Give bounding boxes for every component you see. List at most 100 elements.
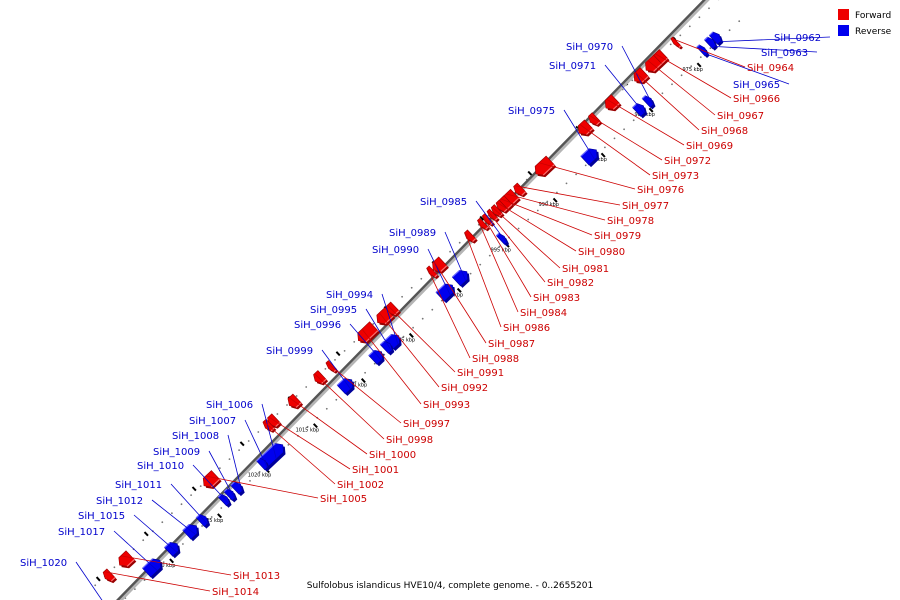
gene-label-sih-0972[interactable]: SiH_0972 — [664, 156, 711, 167]
gene-label-leader — [500, 198, 593, 236]
gene-label-sih-1002[interactable]: SiH_1002 — [337, 480, 384, 491]
gene-arrow-highlight — [580, 148, 590, 157]
gene-arrow-highlight — [295, 402, 302, 408]
minor-tick-dot — [353, 341, 356, 343]
gene-label-sih-1000[interactable]: SiH_1000 — [369, 450, 416, 461]
minor-tick-dot — [631, 79, 634, 82]
minor-tick-dot — [190, 494, 193, 496]
gene-label-sih-1015[interactable]: SiH_1015 — [78, 511, 125, 522]
tick-label: 1025 kbp — [200, 518, 224, 524]
gene-arrow-highlight — [211, 478, 221, 488]
gene-label-sih-0999[interactable]: SiH_0999 — [266, 346, 313, 357]
gene-label-sih-0996[interactable]: SiH_0996 — [294, 320, 341, 331]
gene-label-sih-0977[interactable]: SiH_0977 — [622, 201, 669, 212]
minor-tick-dot — [295, 395, 298, 397]
gene-label-sih-0971[interactable]: SiH_0971 — [549, 61, 596, 72]
gene-label-sih-0978[interactable]: SiH_0978 — [607, 216, 654, 227]
minor-tick-dot — [142, 539, 145, 542]
gene-label-leader — [621, 45, 654, 106]
gene-label-sih-0995[interactable]: SiH_0995 — [310, 305, 357, 316]
gene-label-sih-0993[interactable]: SiH_0993 — [423, 400, 470, 411]
gene-label-sih-0985[interactable]: SiH_0985 — [420, 197, 467, 208]
minor-tick-dot — [623, 128, 625, 131]
gene-label-sih-1013[interactable]: SiH_1013 — [233, 571, 280, 582]
gene-label-sih-0964[interactable]: SiH_0964 — [747, 63, 794, 74]
gene-label-sih-1017[interactable]: SiH_1017 — [58, 527, 105, 538]
gene-label-sih-0969[interactable]: SiH_0969 — [686, 141, 733, 152]
gene-label-sih-0984[interactable]: SiH_0984 — [520, 308, 567, 319]
gene-label-sih-0994[interactable]: SiH_0994 — [326, 290, 373, 301]
major-tick — [600, 152, 606, 158]
gene-label-sih-1001[interactable]: SiH_1001 — [352, 465, 399, 476]
gene-label-sih-0983[interactable]: SiH_0983 — [533, 293, 580, 304]
minor-tick-dot — [449, 250, 451, 253]
minor-tick-dot — [305, 386, 308, 388]
minor-tick-dot — [517, 227, 520, 230]
tick-label: 1015 kbp — [296, 428, 320, 434]
gene-label-sih-0988[interactable]: SiH_0988 — [472, 354, 519, 365]
gene-label-sih-0979[interactable]: SiH_0979 — [594, 231, 641, 242]
gene-label-sih-0986[interactable]: SiH_0986 — [503, 323, 550, 334]
gene-label-sih-1012[interactable]: SiH_1012 — [96, 496, 143, 507]
tick-label: 1005 kbp — [392, 338, 416, 344]
gene-label-sih-0965[interactable]: SiH_0965 — [733, 80, 780, 91]
gene-label-sih-0992[interactable]: SiH_0992 — [441, 383, 488, 394]
gene-arrow-highlight — [142, 558, 153, 569]
gene-arrow-highlight — [257, 443, 276, 461]
gene-label-sih-0975[interactable]: SiH_0975 — [508, 106, 555, 117]
gene-label-sih-0968[interactable]: SiH_0968 — [701, 126, 748, 137]
gene-label-sih-0967[interactable]: SiH_0967 — [717, 111, 764, 122]
gene-label-sih-0991[interactable]: SiH_0991 — [457, 368, 504, 379]
minor-tick-dot — [249, 480, 251, 482]
minor-tick-dot — [699, 56, 702, 59]
minor-tick-dot — [584, 164, 587, 167]
minor-tick-dot — [210, 516, 213, 518]
gene-label-sih-1011[interactable]: SiH_1011 — [115, 480, 162, 491]
gene-label-sih-1014[interactable]: SiH_1014 — [212, 587, 259, 598]
gene-label-sih-1009[interactable]: SiH_1009 — [153, 447, 200, 458]
gene-label-leader — [113, 530, 158, 571]
gene-label-sih-0997[interactable]: SiH_0997 — [403, 419, 450, 430]
gene-label-sih-0990[interactable]: SiH_0990 — [372, 245, 419, 256]
gene-label-sih-1008[interactable]: SiH_1008 — [172, 431, 219, 442]
gene-label-sih-0987[interactable]: SiH_0987 — [488, 339, 535, 350]
legend: Forward Reverse — [838, 9, 892, 37]
major-tick — [360, 378, 366, 384]
gene-label-sih-0966[interactable]: SiH_0966 — [733, 94, 780, 105]
gene-label-sih-1020[interactable]: SiH_1020 — [20, 558, 67, 569]
gene-label-leader — [654, 53, 732, 99]
gene-label-sih-0998[interactable]: SiH_0998 — [386, 435, 433, 446]
gene-arrow-highlight — [632, 103, 638, 109]
minor-tick-dot — [738, 20, 741, 23]
gene-label-leader — [487, 210, 546, 283]
gene-label-leader — [378, 312, 440, 388]
minor-tick-dot — [479, 263, 482, 266]
gene-label-sih-0982[interactable]: SiH_0982 — [547, 278, 594, 289]
major-tick — [479, 215, 485, 221]
minor-tick-dot — [286, 404, 288, 406]
gene-label-sih-0981[interactable]: SiH_0981 — [562, 264, 609, 275]
gene-arrow-highlight — [182, 524, 190, 531]
major-tick — [239, 441, 245, 447]
gene-label-sih-0976[interactable]: SiH_0976 — [637, 185, 684, 196]
major-tick — [456, 287, 462, 293]
gene-label-sih-0989[interactable]: SiH_0989 — [389, 228, 436, 239]
gene-label-leader — [103, 571, 211, 592]
gene-label-sih-1006[interactable]: SiH_1006 — [206, 400, 253, 411]
gene-label-leader — [604, 64, 645, 114]
gene-label-sih-0980[interactable]: SiH_0980 — [578, 247, 625, 258]
gene-label-sih-1005[interactable]: SiH_1005 — [320, 494, 367, 505]
gene-label-leader — [514, 185, 621, 206]
gene-label-sih-1007[interactable]: SiH_1007 — [189, 416, 236, 427]
gene-label-sih-1010[interactable]: SiH_1010 — [137, 461, 184, 472]
gene-arrow-highlight — [661, 57, 668, 65]
gene-label-sih-0962[interactable]: SiH_0962 — [774, 33, 821, 44]
gene-label-sih-0970[interactable]: SiH_0970 — [566, 42, 613, 53]
gene-label-sih-0963[interactable]: SiH_0963 — [761, 48, 808, 59]
gene-arrow-highlight — [653, 63, 663, 72]
genome-backbone-shadow — [116, 0, 710, 600]
minor-tick-dot — [679, 34, 682, 37]
major-tick — [169, 558, 175, 564]
gene-label-sih-0973[interactable]: SiH_0973 — [652, 171, 699, 182]
